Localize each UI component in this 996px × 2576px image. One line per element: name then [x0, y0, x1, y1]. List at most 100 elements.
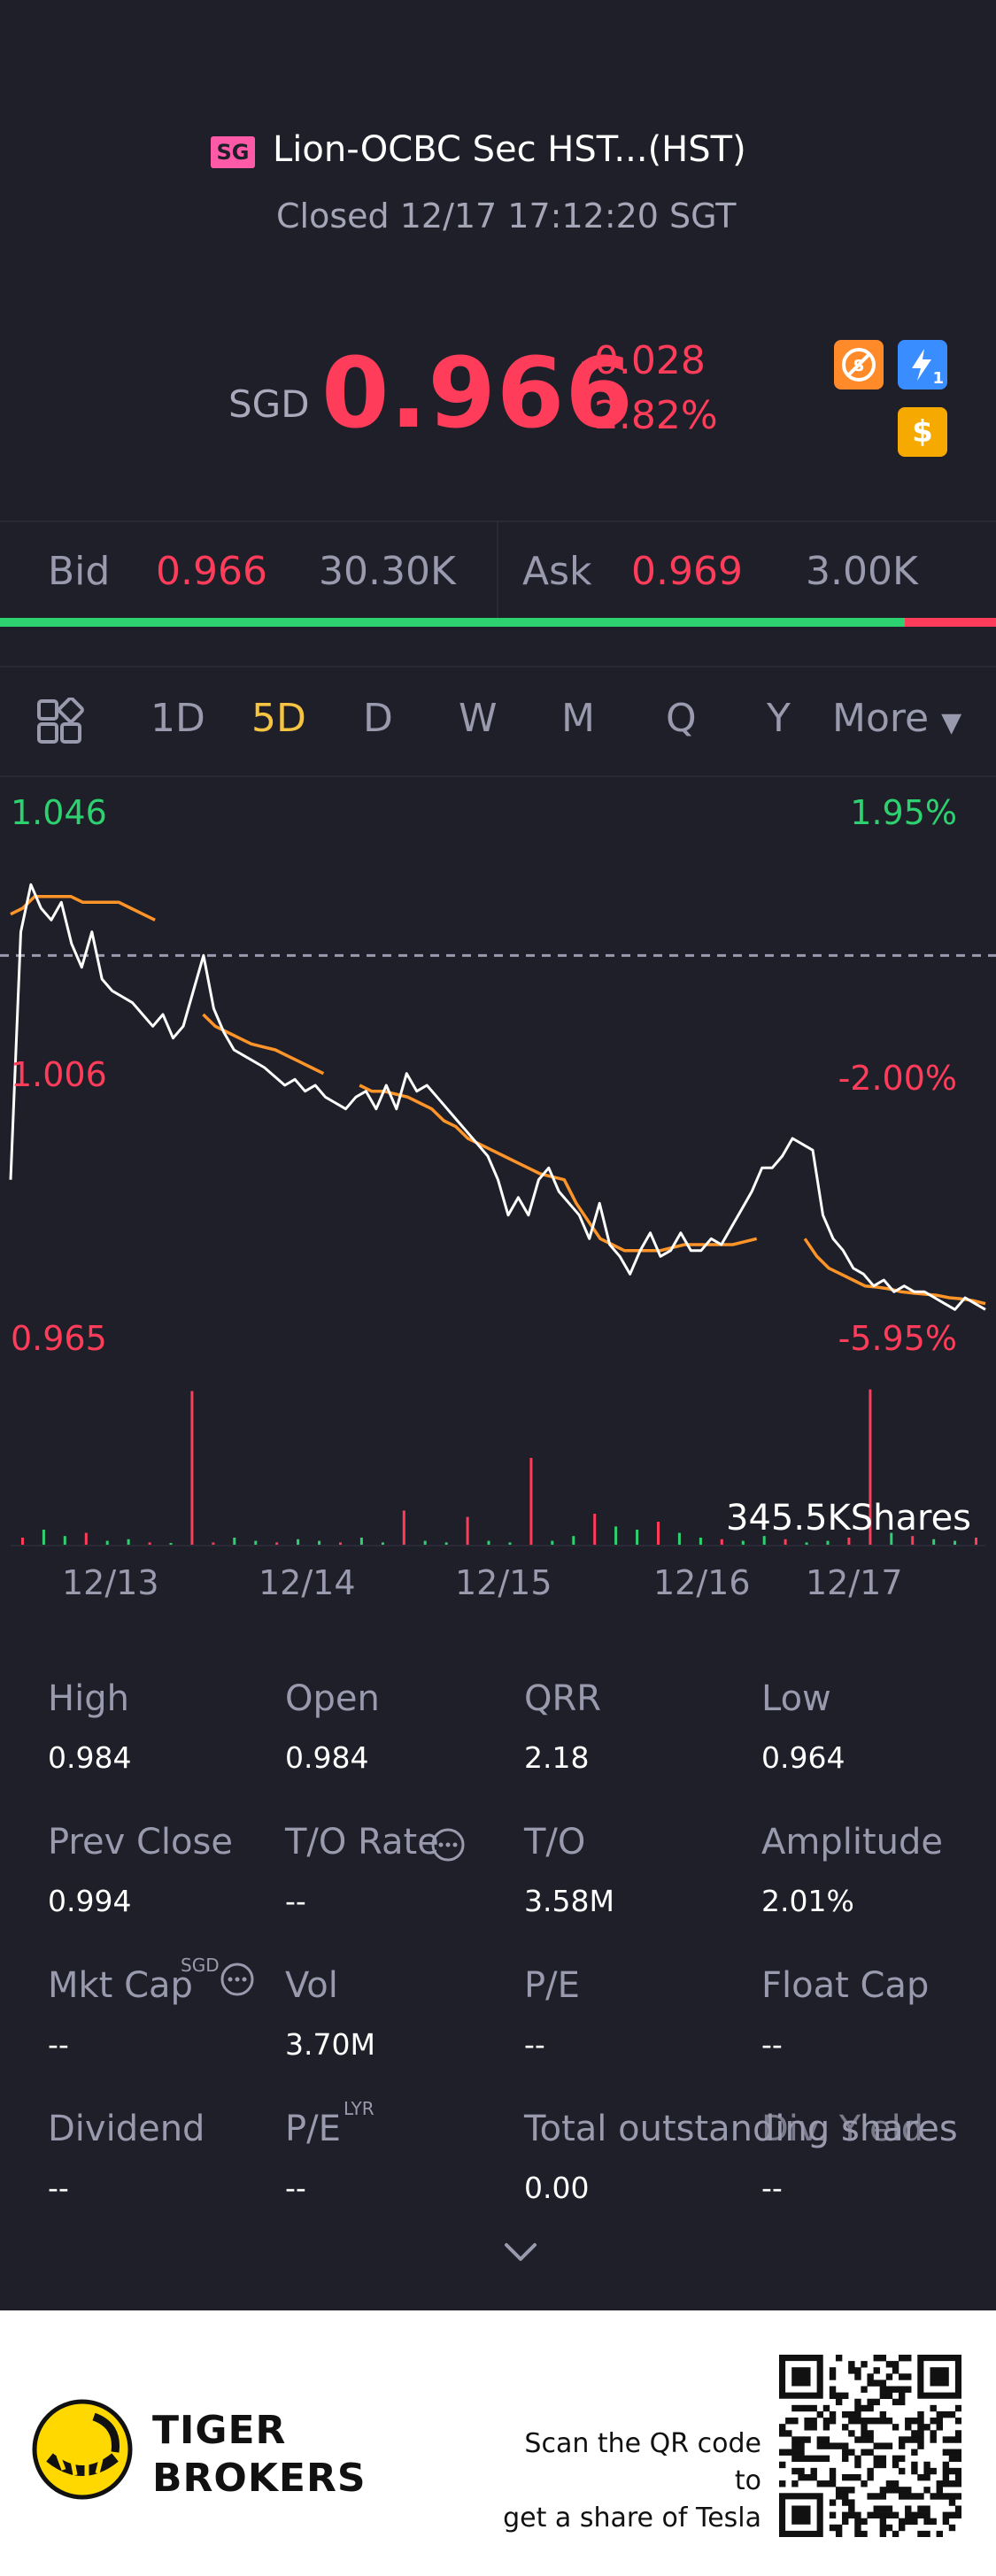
qr-module — [898, 2392, 906, 2400]
volume-bar — [487, 1540, 490, 1546]
qr-module — [892, 2361, 899, 2368]
qr-module — [791, 2455, 799, 2463]
y-left-mid-label: 1.006 — [11, 1055, 107, 1094]
qr-module — [861, 2430, 868, 2437]
qr-module — [885, 2505, 893, 2512]
qr-module — [873, 2442, 880, 2449]
stat-value-total-outstanding: 0.00 — [524, 2171, 590, 2205]
qr-module — [885, 2480, 893, 2487]
info-more-icon[interactable] — [220, 1962, 255, 2001]
currency-label: SGD — [228, 382, 310, 426]
tab-w[interactable]: W — [459, 696, 498, 741]
qr-module — [923, 2487, 930, 2494]
qr-module — [954, 2511, 962, 2518]
qr-module — [905, 2436, 912, 2443]
chevron-down-icon[interactable] — [501, 2240, 540, 2270]
qr-module — [905, 2418, 912, 2425]
qr-module — [829, 2386, 837, 2393]
qr-module — [798, 2473, 805, 2481]
lightning-icon[interactable]: 1 — [898, 340, 947, 389]
qr-module — [842, 2499, 849, 2506]
qr-module — [804, 2455, 811, 2463]
lightning-badge-sub: 1 — [932, 369, 944, 388]
qr-module — [905, 2505, 912, 2512]
qr-module — [954, 2418, 962, 2425]
qr-module — [848, 2430, 855, 2437]
y-right-top-label: 1.95% — [850, 793, 957, 832]
qr-module — [917, 2436, 924, 2443]
stat-value-qrr: 2.18 — [524, 1740, 590, 1775]
qr-module — [873, 2418, 880, 2425]
qr-module — [923, 2473, 930, 2481]
qr-module — [954, 2505, 962, 2512]
qr-module — [779, 2480, 786, 2487]
stat-label-div-yield: Div. Yield — [761, 2109, 924, 2149]
qr-module — [848, 2418, 855, 2425]
pe-lyr-sup: LYR — [344, 2098, 374, 2119]
y-right-mid-label: -2.00% — [838, 1059, 957, 1098]
qr-module — [867, 2379, 874, 2387]
qr-module — [879, 2511, 887, 2518]
qr-module — [867, 2398, 874, 2406]
mkt-cap-currency-sup: SGD — [181, 1955, 220, 1976]
stat-value-to-rate: -- — [285, 1884, 306, 1918]
x-tick-12-16: 12/16 — [653, 1563, 751, 1602]
qr-module — [861, 2424, 868, 2431]
qr-module — [885, 2392, 893, 2400]
volume-bar — [190, 1391, 194, 1546]
info-more-icon[interactable] — [430, 1827, 466, 1866]
qr-module — [867, 2404, 874, 2412]
tab-q[interactable]: Q — [666, 696, 697, 741]
dollar-glyph: $ — [912, 414, 933, 450]
stat-label-to-rate: T/O Rate — [285, 1822, 439, 1863]
tab-more[interactable]: More ▼ — [832, 696, 961, 741]
qr-module — [842, 2473, 849, 2481]
qr-module — [854, 2511, 861, 2518]
qr-module — [917, 2410, 924, 2418]
qr-module — [905, 2386, 912, 2393]
bid-size: 30.30K — [319, 549, 456, 594]
qr-module — [873, 2379, 880, 2387]
tab-m[interactable]: M — [561, 696, 595, 741]
ask-size: 3.00K — [806, 549, 918, 594]
qr-module — [829, 2473, 837, 2481]
volume-bar — [381, 1542, 384, 1546]
tab-d[interactable]: D — [363, 696, 393, 741]
stat-value-prev-close: 0.994 — [48, 1884, 132, 1918]
tab-y[interactable]: Y — [767, 696, 791, 741]
qr-module — [898, 2442, 906, 2449]
dollar-icon[interactable]: $ — [898, 407, 947, 457]
qr-module — [798, 2442, 805, 2449]
quote-header: SG Lion-OCBC Sec HST...(HST) Closed 12/1… — [0, 0, 996, 518]
volume-bar — [911, 1536, 915, 1546]
no-shorting-icon[interactable]: S — [834, 340, 884, 389]
tab-1d[interactable]: 1D — [151, 696, 205, 741]
qr-module — [936, 2480, 943, 2487]
qr-module — [885, 2524, 893, 2532]
qr-module — [917, 2530, 924, 2538]
grid-layout-icon[interactable] — [35, 697, 85, 751]
intraday-chart[interactable]: 1.046 1.006 0.965 1.95% -2.00% -5.95% 34… — [0, 775, 996, 1616]
qr-module — [879, 2530, 887, 2538]
qr-module — [829, 2410, 837, 2418]
qr-module — [948, 2449, 956, 2456]
tab-5d[interactable]: 5D — [251, 696, 306, 741]
qr-module — [948, 2455, 956, 2463]
volume-bar — [975, 1538, 977, 1546]
qr-module — [867, 2467, 874, 2475]
stock-title: Lion-OCBC Sec HST...(HST) — [273, 129, 746, 170]
qr-module — [791, 2449, 799, 2456]
volume-bar — [508, 1542, 512, 1546]
tiger-brokers-banner[interactable]: TIGER BROKERS Scan the QR code to get a … — [0, 2310, 996, 2576]
volume-bar — [954, 1540, 957, 1546]
qr-code[interactable] — [779, 2355, 962, 2538]
volume-bar — [127, 1539, 130, 1546]
price-change: -0.028 — [580, 338, 706, 383]
volume-bar — [741, 1540, 745, 1546]
qr-module — [810, 2473, 817, 2481]
qr-module — [861, 2449, 868, 2456]
qr-module — [854, 2518, 861, 2526]
qr-module — [816, 2410, 824, 2418]
market-status: Closed 12/17 17:12:20 SGT — [276, 197, 737, 235]
qr-module — [804, 2418, 811, 2425]
